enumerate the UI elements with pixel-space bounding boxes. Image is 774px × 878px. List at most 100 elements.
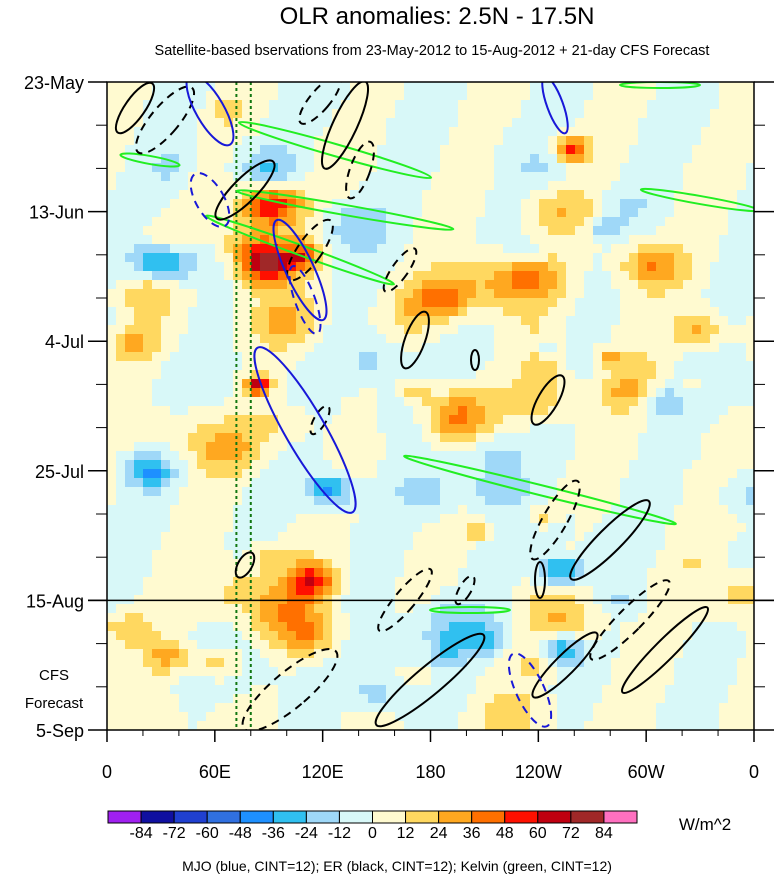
- field-cell: [296, 676, 306, 686]
- field-cell: [125, 190, 135, 200]
- field-cell: [548, 226, 558, 236]
- field-cell: [566, 190, 576, 200]
- field-cell: [620, 235, 630, 245]
- field-cell: [674, 514, 684, 524]
- field-cell: [494, 154, 504, 164]
- field-cell: [260, 307, 270, 317]
- field-cell: [125, 532, 135, 542]
- field-cell: [521, 91, 531, 101]
- field-cell: [602, 469, 612, 479]
- field-cell: [476, 496, 486, 506]
- field-cell: [359, 226, 369, 236]
- field-cell: [413, 82, 423, 92]
- field-cell: [701, 604, 711, 614]
- field-cell: [692, 352, 702, 362]
- field-cell: [566, 613, 576, 623]
- field-cell: [557, 325, 567, 335]
- field-cell: [566, 406, 576, 416]
- field-cell: [683, 289, 693, 299]
- field-cell: [197, 325, 207, 335]
- field-cell: [665, 496, 675, 506]
- field-cell: [737, 514, 747, 524]
- field-cell: [152, 703, 162, 713]
- field-cell: [134, 316, 144, 326]
- field-cell: [431, 334, 441, 344]
- field-cell: [746, 298, 754, 308]
- field-cell: [737, 631, 747, 641]
- field-cell: [332, 613, 342, 623]
- field-cell: [377, 199, 387, 209]
- field-cell: [683, 694, 693, 704]
- field-cell: [107, 694, 117, 704]
- field-cell: [395, 280, 405, 290]
- field-cell: [359, 109, 369, 119]
- field-cell: [539, 397, 549, 407]
- field-cell: [395, 568, 405, 578]
- field-cell: [620, 181, 630, 191]
- field-cell: [233, 325, 243, 335]
- field-cell: [494, 487, 504, 497]
- field-cell: [278, 118, 288, 128]
- field-cell: [557, 307, 567, 317]
- field-cell: [611, 217, 621, 227]
- field-cell: [404, 172, 414, 182]
- field-cell: [602, 451, 612, 461]
- field-cell: [278, 334, 288, 344]
- field-cell: [737, 613, 747, 623]
- field-cell: [620, 226, 630, 236]
- field-cell: [656, 541, 666, 551]
- field-cell: [449, 289, 459, 299]
- field-cell: [674, 676, 684, 686]
- field-cell: [224, 550, 234, 560]
- field-cell: [503, 694, 513, 704]
- field-cell: [584, 307, 594, 317]
- field-cell: [296, 703, 306, 713]
- field-cell: [404, 613, 414, 623]
- field-cell: [566, 442, 576, 452]
- field-cell: [665, 397, 675, 407]
- field-cell: [629, 649, 639, 659]
- field-cell: [359, 496, 369, 506]
- field-cell: [683, 379, 693, 389]
- field-cell: [260, 676, 270, 686]
- field-cell: [179, 172, 189, 182]
- field-cell: [206, 703, 216, 713]
- field-cell: [467, 397, 477, 407]
- field-cell: [161, 289, 171, 299]
- field-cell: [467, 334, 477, 344]
- field-cell: [143, 487, 153, 497]
- field-cell: [404, 253, 414, 263]
- field-cell: [386, 541, 396, 551]
- field-cell: [548, 343, 558, 353]
- field-cell: [656, 100, 666, 110]
- field-cell: [188, 442, 198, 452]
- field-cell: [719, 262, 729, 272]
- field-cell: [143, 262, 153, 272]
- field-cell: [647, 532, 657, 542]
- field-cell: [332, 622, 342, 632]
- field-cell: [602, 298, 612, 308]
- field-cell: [368, 127, 378, 137]
- field-cell: [170, 487, 180, 497]
- field-cell: [386, 172, 396, 182]
- field-cell: [161, 379, 171, 389]
- field-cell: [719, 217, 729, 227]
- field-cell: [629, 370, 639, 380]
- field-cell: [332, 676, 342, 686]
- field-cell: [179, 568, 189, 578]
- field-cell: [260, 514, 270, 524]
- field-cell: [143, 307, 153, 317]
- field-cell: [305, 343, 315, 353]
- field-cell: [728, 325, 738, 335]
- field-cell: [611, 604, 621, 614]
- field-cell: [278, 154, 288, 164]
- field-cell: [395, 109, 405, 119]
- field-cell: [476, 631, 486, 641]
- field-cell: [233, 163, 243, 173]
- field-cell: [134, 136, 144, 146]
- field-cell: [260, 442, 270, 452]
- field-cell: [260, 577, 270, 587]
- field-cell: [440, 550, 450, 560]
- field-cell: [530, 172, 540, 182]
- field-cell: [116, 442, 126, 452]
